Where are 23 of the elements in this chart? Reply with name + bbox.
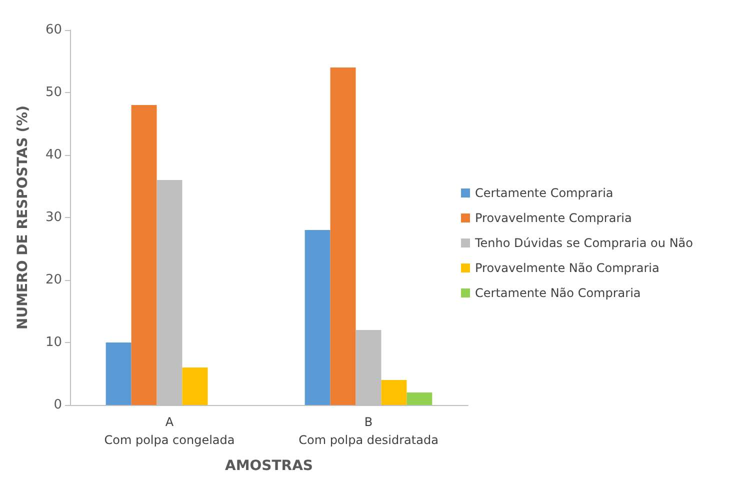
bar [330, 68, 356, 405]
bar [131, 105, 157, 405]
bar [182, 368, 208, 405]
y-tick-label: 0 [54, 398, 62, 412]
x-tick-label: A Com polpa congelada [104, 415, 235, 447]
y-axis-title: NUMERO DE RESPOSTAS (%) [15, 106, 31, 330]
y-tick-label: 30 [45, 210, 62, 225]
bar [304, 230, 330, 405]
y-tick-label: 40 [45, 148, 62, 162]
bar [381, 380, 407, 405]
bar [406, 392, 432, 405]
x-axis-title: AMOSTRAS [225, 458, 313, 474]
y-tick-label: 50 [45, 85, 62, 100]
y-tick-label: 60 [45, 22, 62, 38]
x-tick-label: B Com polpa desidratada [298, 415, 438, 447]
legend-label: Provavelmente Compraria [475, 211, 632, 225]
legend-label: Certamente Compraria [475, 186, 614, 200]
legend-label: Certamente Não Compraria [475, 286, 641, 300]
y-tick-label: 20 [45, 272, 62, 288]
bar [106, 342, 132, 405]
legend-label: Tenho Dúvidas se Compraria ou Não [474, 236, 693, 250]
y-tick-label: 10 [45, 335, 62, 350]
legend-label: Provavelmente Não Compraria [475, 261, 660, 275]
